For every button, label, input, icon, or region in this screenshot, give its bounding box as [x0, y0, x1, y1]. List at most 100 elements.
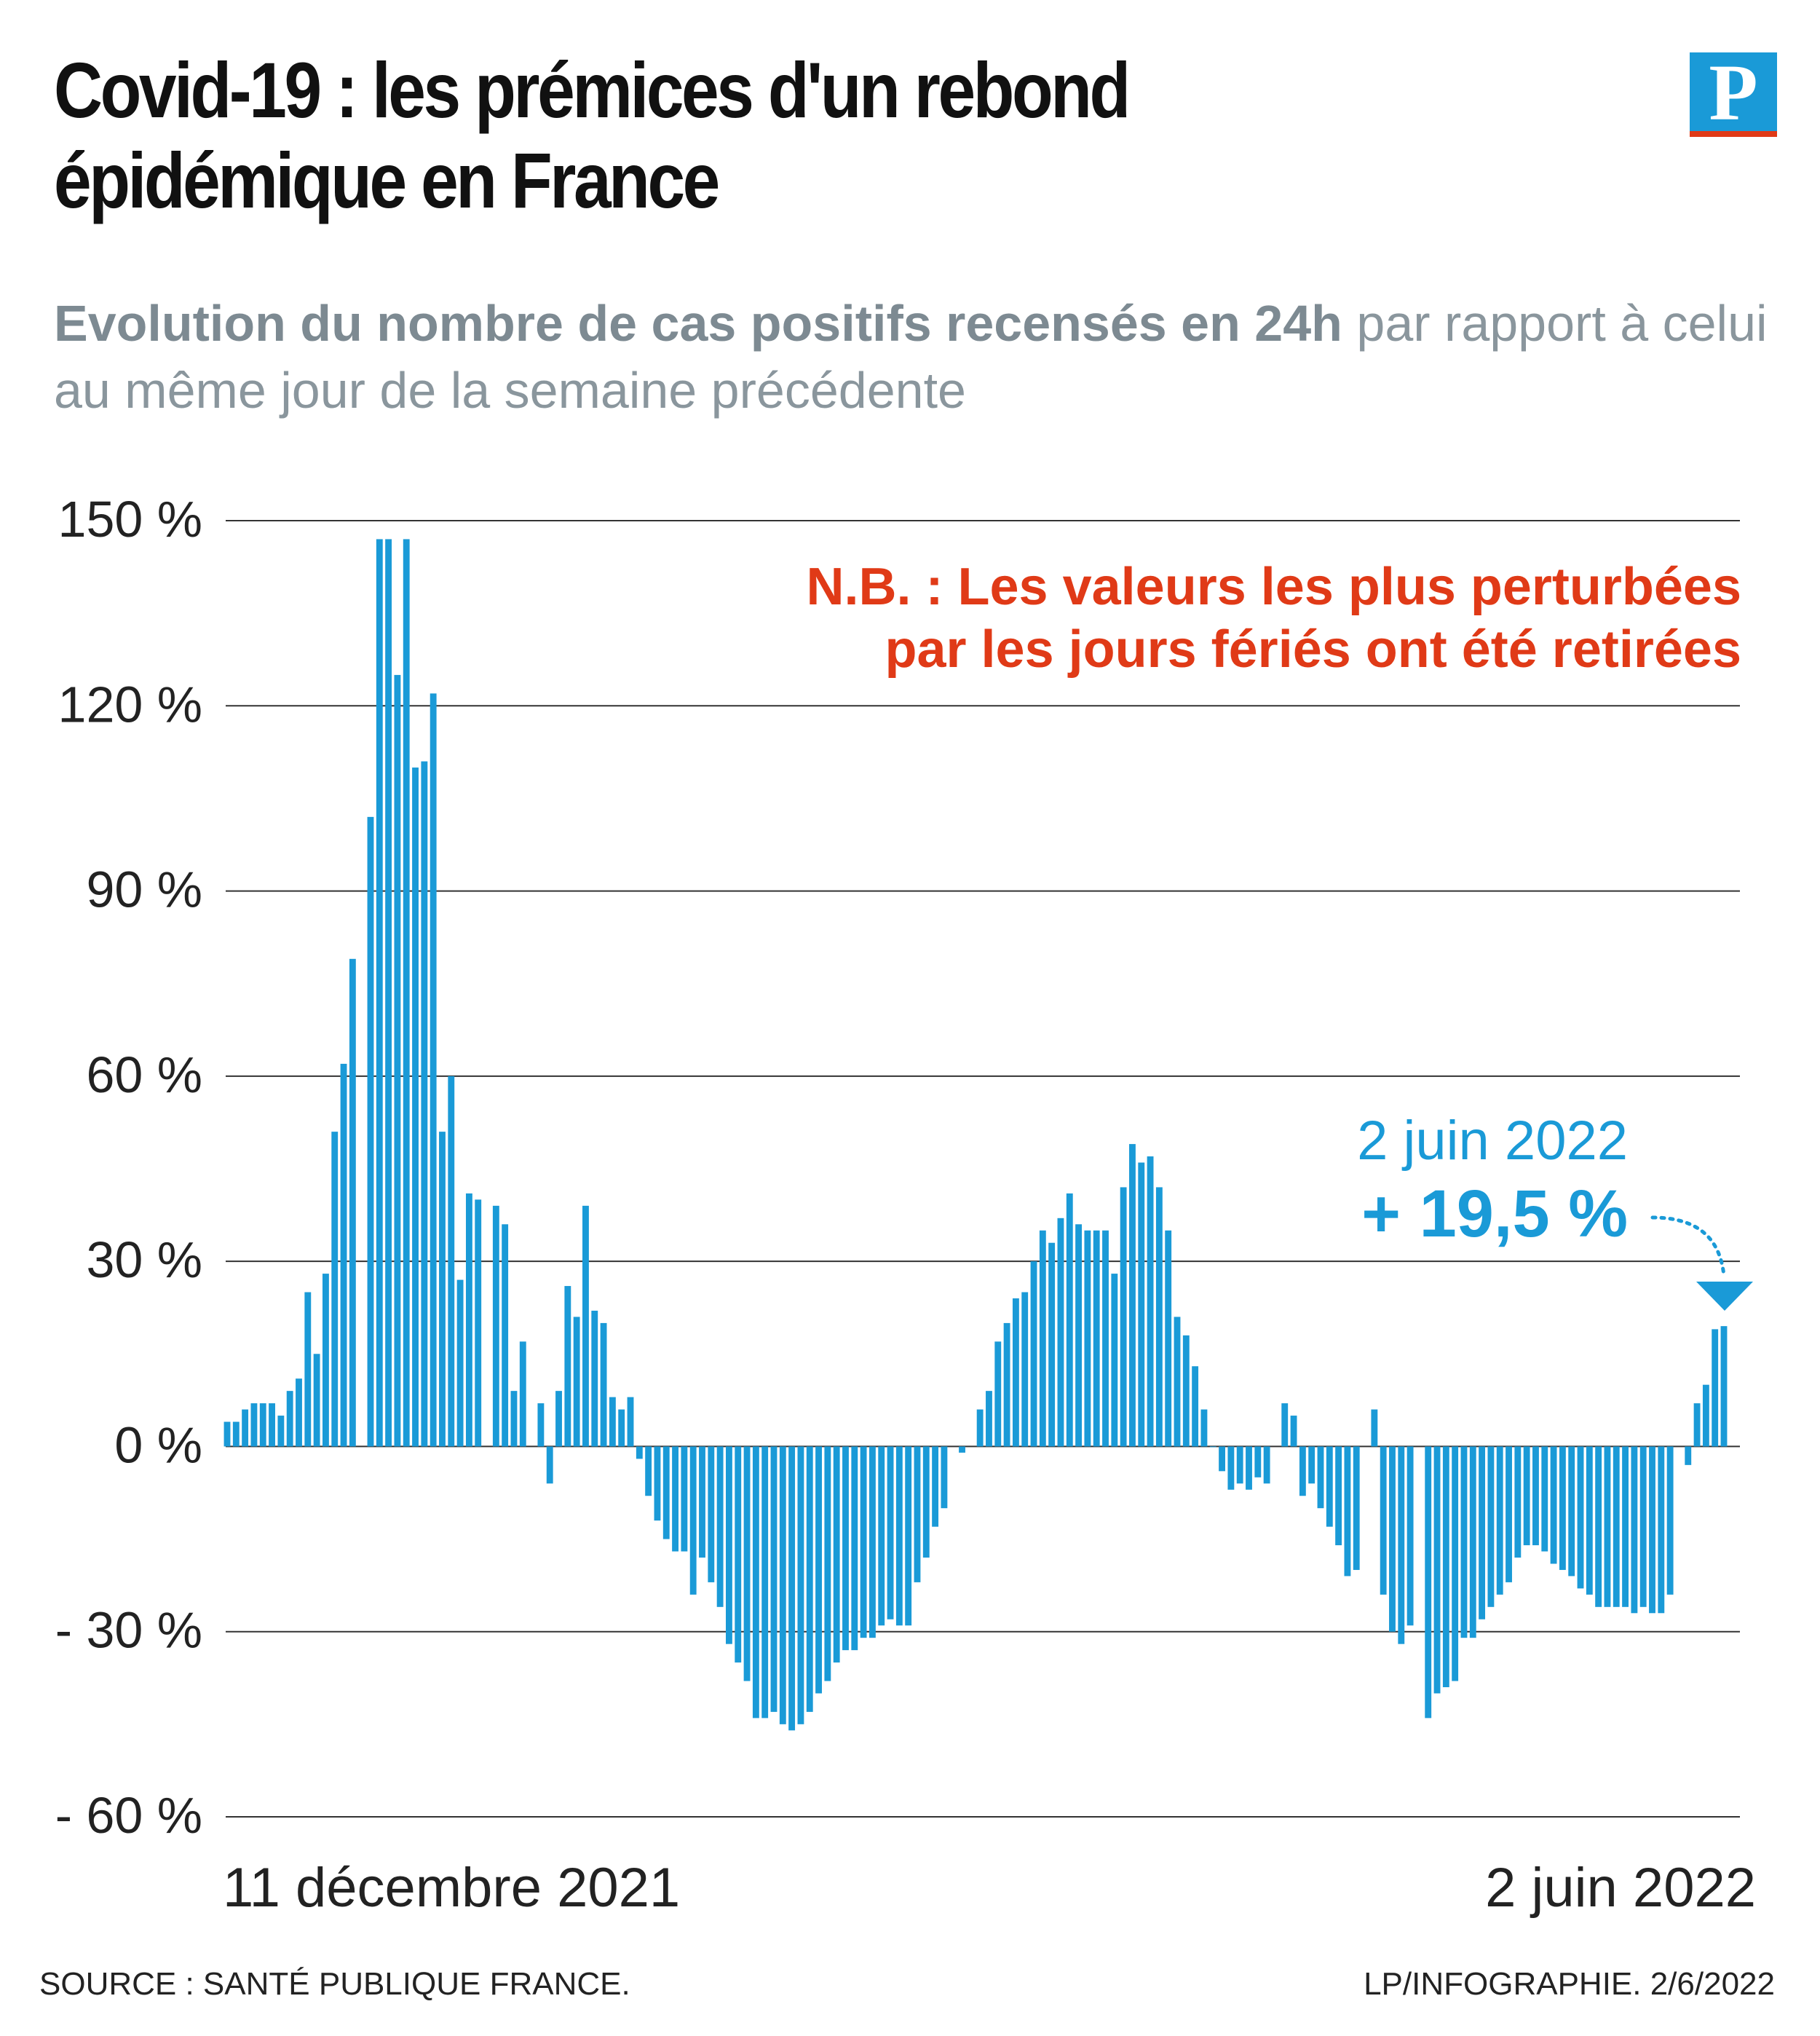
data-bar: [1084, 1230, 1091, 1447]
data-bar: [475, 1199, 482, 1447]
last-value-label: + 19,5 %: [1361, 1177, 1628, 1251]
data-bar: [394, 674, 401, 1447]
data-bar: [1227, 1446, 1235, 1490]
data-bar: [887, 1446, 894, 1619]
title-line-2: épidémique en France: [54, 136, 720, 224]
data-bar: [510, 1391, 518, 1447]
data-bar: [1514, 1446, 1522, 1558]
data-bar: [304, 1292, 312, 1447]
data-bar: [403, 539, 410, 1447]
data-bar: [1308, 1446, 1315, 1484]
data-bar: [1129, 1144, 1136, 1447]
subtitle-bold: Evolution du nombre de cas positifs rece…: [54, 295, 1342, 352]
data-bar: [1702, 1384, 1709, 1447]
data-bar: [1281, 1403, 1289, 1447]
data-bar: [1398, 1446, 1405, 1644]
data-bar: [681, 1446, 688, 1552]
data-bar: [492, 1205, 499, 1447]
data-bar: [582, 1205, 589, 1447]
data-bar: [1039, 1230, 1046, 1447]
data-bar: [905, 1446, 912, 1626]
data-bar: [662, 1446, 670, 1539]
data-bar: [860, 1446, 867, 1638]
data-bar: [385, 539, 392, 1447]
data-bar: [941, 1446, 948, 1509]
subtitle-rest: par rapport à celui au même jour de la s…: [54, 295, 1768, 419]
data-bar: [1138, 1162, 1145, 1447]
data-bar: [654, 1446, 661, 1521]
data-bar: [1685, 1446, 1692, 1465]
data-bar: [1111, 1274, 1118, 1447]
data-bar: [636, 1446, 643, 1459]
data-bar: [1433, 1446, 1441, 1694]
data-bar: [716, 1446, 724, 1607]
data-bar: [448, 1076, 455, 1447]
source-credit: SOURCE : SANTÉ PUBLIQUE FRANCE.: [39, 1966, 630, 2002]
data-bar: [1586, 1446, 1593, 1595]
data-bar: [1317, 1446, 1324, 1509]
data-bar: [223, 1421, 231, 1447]
data-bar: [976, 1409, 984, 1447]
data-bar: [1425, 1446, 1432, 1719]
chart-subtitle: Evolution du nombre de cas positifs rece…: [54, 290, 1787, 424]
data-bar: [869, 1446, 876, 1638]
data-bar: [1102, 1230, 1109, 1447]
data-bar: [932, 1446, 939, 1527]
y-tick-label: - 60 %: [55, 1787, 202, 1844]
data-bar: [286, 1391, 293, 1447]
note-line-1: N.B. : Les valeurs les plus perturbées: [807, 558, 1741, 616]
data-bar: [412, 768, 419, 1447]
data-bar: [465, 1193, 472, 1447]
data-bar: [1263, 1446, 1270, 1484]
data-bar: [1093, 1230, 1100, 1447]
data-bar: [726, 1446, 732, 1644]
data-bar: [1021, 1292, 1029, 1447]
data-bar: [699, 1446, 705, 1558]
data-bar: [735, 1446, 742, 1663]
data-bar: [1550, 1446, 1557, 1564]
data-bar: [1236, 1446, 1243, 1484]
data-bar: [959, 1446, 965, 1453]
data-bar: [546, 1446, 553, 1484]
data-bar: [986, 1391, 992, 1447]
arrow-path: [1650, 1215, 1726, 1278]
le-parisien-logo: P: [1690, 52, 1777, 137]
data-bar: [1532, 1446, 1539, 1546]
data-bar: [1335, 1446, 1342, 1546]
data-bar: [1147, 1156, 1154, 1447]
data-bar: [1496, 1446, 1503, 1595]
data-bar: [1452, 1446, 1459, 1681]
data-bar: [1299, 1446, 1306, 1496]
data-bar: [242, 1409, 249, 1447]
data-bar: [788, 1446, 796, 1731]
data-bar: [833, 1446, 840, 1663]
data-bar: [806, 1446, 813, 1712]
data-bar: [232, 1421, 240, 1447]
data-bar: [1622, 1446, 1629, 1607]
chart-title: Covid-19 : les prémices d'un rebond épid…: [54, 45, 1306, 226]
data-bar: [555, 1391, 562, 1447]
data-bar: [994, 1341, 1002, 1447]
data-bar: [1613, 1446, 1620, 1607]
data-bar: [519, 1341, 526, 1447]
data-bar: [1165, 1230, 1172, 1447]
data-bar: [1120, 1187, 1127, 1447]
data-bar: [1720, 1326, 1728, 1447]
data-bar: [573, 1317, 580, 1447]
data-bar: [1344, 1446, 1351, 1577]
data-bar: [1559, 1446, 1566, 1570]
data-bar: [600, 1322, 607, 1447]
data-bar: [456, 1279, 464, 1447]
data-bar: [1246, 1446, 1252, 1490]
data-bar: [1460, 1446, 1468, 1638]
data-bar: [1030, 1261, 1037, 1447]
data-bar: [824, 1446, 831, 1681]
arrow-head: [1696, 1282, 1753, 1311]
data-bar: [269, 1403, 275, 1447]
data-bar: [1658, 1446, 1665, 1614]
data-bar: [689, 1446, 697, 1595]
data-bar: [752, 1446, 759, 1719]
data-bar: [1066, 1193, 1073, 1447]
data-bar: [564, 1286, 571, 1447]
data-bar: [537, 1403, 545, 1447]
